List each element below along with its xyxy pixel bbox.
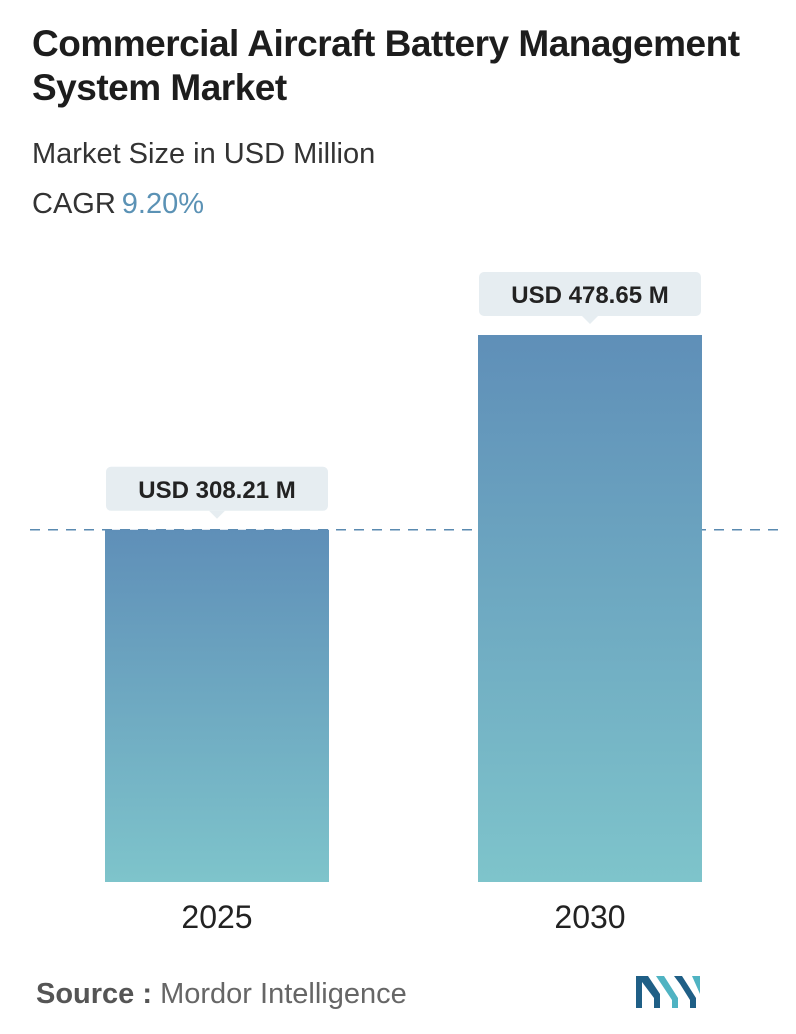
bar-2030	[478, 335, 702, 882]
bar-chart: USD 308.21 M 2025 USD 478.65 M 2030	[30, 272, 785, 935]
source-line: Source : Mordor Intelligence	[36, 978, 407, 1011]
chart-subtitle: Market Size in USD Million	[32, 138, 376, 170]
source-value: Mordor Intelligence	[160, 978, 407, 1010]
x-tick-2025: 2025	[181, 899, 252, 935]
cagr-label: CAGR	[32, 188, 116, 220]
cagr-value: 9.20%	[121, 188, 205, 220]
mordor-intelligence-logo-icon	[636, 976, 700, 1008]
data-label-2025: USD 308.21 M	[106, 466, 328, 519]
bar-2025	[105, 529, 329, 882]
data-label-2030: USD 478.65 M	[479, 272, 701, 324]
data-label-text: USD 308.21 M	[138, 477, 295, 504]
source-label: Source :	[36, 978, 153, 1010]
data-label-text: USD 478.65 M	[511, 282, 668, 309]
chart-title: Commercial Aircraft Battery Management S…	[32, 23, 740, 108]
x-tick-2030: 2030	[554, 899, 625, 935]
cagr-row: CAGR 9.20%	[32, 188, 204, 221]
